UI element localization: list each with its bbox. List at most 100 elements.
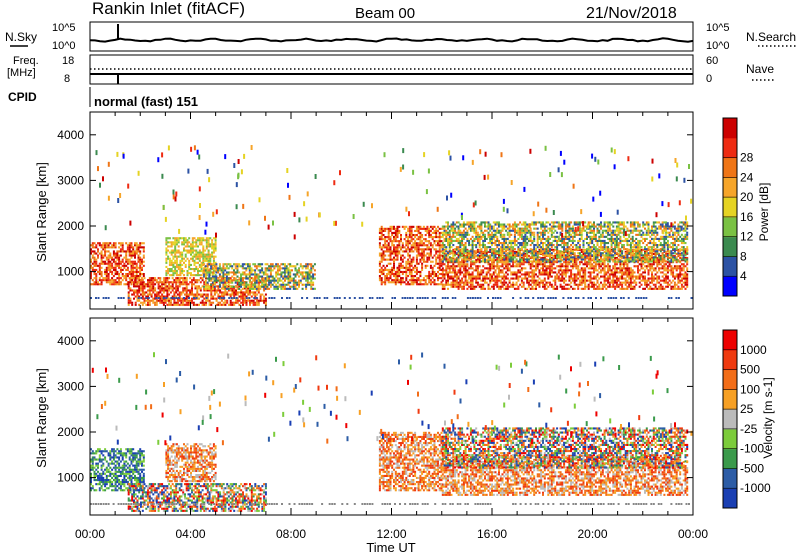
echo-cell (140, 279, 142, 282)
echo-cell (647, 271, 650, 274)
echo-cell (90, 264, 92, 267)
echo-cell (607, 285, 610, 288)
echo-cell (143, 297, 146, 300)
echo-cell (415, 266, 418, 269)
echo-cell (550, 265, 553, 268)
echo-cell (126, 246, 129, 249)
echo-cell (214, 249, 217, 252)
echo-cell (462, 255, 465, 258)
echo-cell (524, 287, 527, 290)
echo-cell (264, 301, 267, 304)
echo-cell (452, 269, 455, 272)
echo-cell (394, 234, 397, 237)
echo-cell (254, 301, 257, 304)
echo-cell (462, 287, 465, 290)
echo-cell (487, 285, 490, 288)
echo-cell (421, 264, 424, 267)
echo-cell (292, 273, 295, 276)
echo-cell (225, 279, 228, 282)
echo-cell (471, 244, 474, 247)
echo-cell (498, 265, 500, 268)
echo-cell (236, 293, 239, 296)
echo-cell (512, 281, 515, 284)
echo-cell (564, 250, 567, 253)
echo-cell (461, 287, 464, 290)
echo-cell (114, 270, 117, 273)
echo-cell (254, 291, 257, 294)
echo-cell (254, 273, 257, 276)
echo-cell (255, 285, 258, 288)
echo-cell (203, 285, 206, 288)
echo-cell (398, 246, 401, 249)
echo-cell (596, 273, 599, 276)
echo-cell (478, 261, 481, 264)
echo-cell (312, 273, 315, 276)
echo-cell (134, 250, 136, 253)
echo-cell (243, 293, 246, 296)
echo-cell (168, 293, 171, 296)
echo-cell (396, 266, 399, 269)
echo-cell (211, 255, 214, 258)
echo-cell (194, 281, 197, 284)
echo-cell (242, 299, 244, 302)
echo-cell (142, 273, 145, 276)
echo-cell (457, 242, 460, 245)
echo-cell (487, 271, 490, 274)
echo-cell (622, 273, 625, 276)
echo-cell (224, 279, 227, 282)
echo-cell (152, 297, 155, 300)
echo-cell (679, 273, 682, 276)
echo-cell (285, 283, 288, 286)
echo-cell (459, 225, 462, 228)
echo-cell (666, 265, 669, 268)
echo-cell (161, 293, 164, 296)
echo-cell (428, 273, 431, 276)
echo-cell (179, 263, 182, 266)
echo-cell (594, 283, 597, 286)
echo-cell (256, 299, 259, 302)
echo-cell (603, 285, 606, 288)
echo-cell (582, 255, 585, 258)
echo-cell (401, 273, 404, 276)
echo-cell (466, 231, 469, 234)
echo-cell (245, 269, 248, 272)
echo-cell (631, 277, 634, 280)
echo-cell (564, 271, 567, 274)
echo-cell (473, 252, 476, 255)
echo-cell (161, 287, 164, 290)
echo-cell (536, 283, 539, 286)
echo-cell (98, 283, 101, 286)
echo-cell (489, 254, 492, 257)
echo-cell (312, 275, 315, 278)
echo-cell (445, 252, 448, 255)
echo-cell (582, 279, 585, 282)
echo-cell (104, 268, 107, 271)
echo-cell (677, 248, 680, 251)
echo-cell (405, 273, 408, 276)
echo-cell (494, 231, 497, 234)
echo-cell (410, 268, 413, 271)
echo-cell (380, 273, 383, 276)
echo-cell (452, 254, 455, 257)
echo-cell (459, 250, 462, 253)
echo-cell (98, 273, 101, 276)
echo-cell (476, 275, 479, 278)
echo-cell (212, 301, 215, 304)
echo-cell (164, 277, 167, 280)
echo-cell (550, 283, 553, 286)
echo-cell (289, 263, 292, 266)
echo-cell (269, 269, 272, 272)
echo-cell (175, 239, 178, 242)
echo-cell (155, 295, 158, 298)
echo-cell (132, 275, 135, 278)
echo-cell (206, 289, 209, 292)
echo-cell (607, 265, 610, 268)
echo-cell (291, 277, 293, 280)
echo-cell (587, 275, 590, 278)
echo-cell (166, 277, 169, 280)
echo-cell (410, 246, 413, 249)
echo-cell (298, 281, 300, 284)
echo-cell (131, 289, 134, 292)
echo-cell (133, 285, 135, 288)
echo-cell (471, 277, 474, 280)
